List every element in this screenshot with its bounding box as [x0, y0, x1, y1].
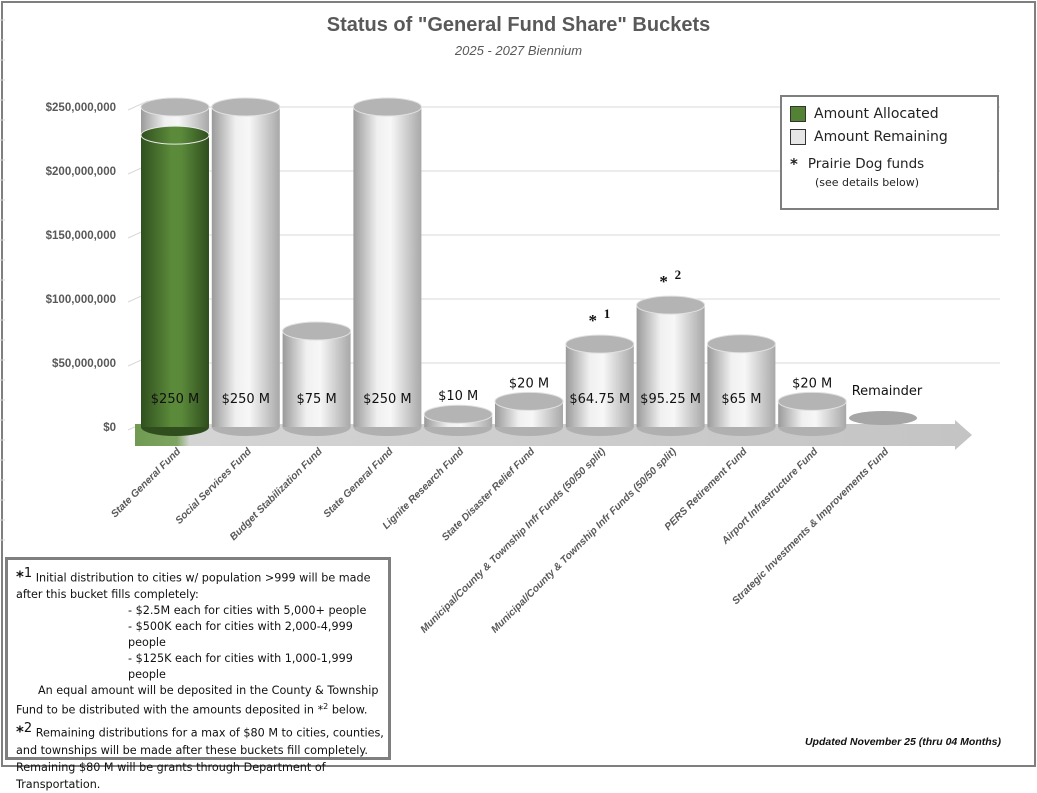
data-label: $65 M [721, 392, 761, 407]
asterisk-icon: * [16, 567, 24, 586]
data-label: Remainder [852, 384, 923, 399]
legend-item-allocated: Amount Allocated [790, 106, 939, 122]
y-tick-label: $100,000,000 [46, 294, 116, 306]
footnote-1-item: - $125K each for cities with 1,000-1,999… [128, 651, 353, 681]
bar-1 [140, 97, 210, 436]
prairie-dog-marker-number: 2 [675, 267, 682, 282]
chart-title: Status of "General Fund Share" Buckets [326, 14, 711, 36]
bar-remaining [211, 107, 280, 427]
data-label: $10 M [438, 389, 478, 404]
chart-subtitle: 2025 - 2027 Biennium [454, 43, 583, 58]
bar-top [423, 404, 493, 424]
footnote-2-sup: 2 [23, 721, 33, 737]
bar-top [352, 97, 422, 117]
bar-8 [636, 295, 706, 436]
bar-7 [565, 334, 635, 436]
legend-item-prairie: * Prairie Dog funds [790, 155, 924, 173]
bar-remaining [565, 344, 634, 427]
footnotes-box: *1 Initial distribution to cities w/ pop… [5, 557, 391, 791]
data-label: $20 M [509, 376, 549, 391]
x-category-label: Strategic Investments & Improvements Fun… [730, 446, 891, 607]
bar-3 [282, 321, 352, 436]
chart-plot: $0 $50,000,000 $100,000,000 $150,000,000 $20… [0, 19, 1000, 636]
bar-6 [494, 391, 564, 436]
footnote-2: *2 Remaining distributions for a max of … [16, 720, 388, 793]
bar-top [282, 321, 352, 341]
bar-10 [777, 391, 847, 436]
prairie-dog-marker: * [589, 311, 598, 330]
bar-9 [706, 334, 776, 436]
footnote-1: *1 Initial distribution to cities w/ pop… [16, 566, 388, 603]
legend-label-remaining: Amount Remaining [814, 129, 948, 145]
bar-top [565, 334, 635, 354]
data-label: $250 M [222, 392, 270, 407]
data-label: $75 M [297, 392, 337, 407]
footnote-1-text: Initial distribution to cities w/ popula… [16, 571, 371, 601]
bar-remaining [636, 305, 705, 427]
bar-allocated [141, 135, 209, 427]
footnote-ref-sup: 2 [323, 701, 329, 711]
footnote-1-tail-text: An equal amount will be deposited in the… [16, 683, 379, 717]
bar-remaining [282, 331, 351, 427]
x-category-label: Lignite Research Fund [381, 446, 467, 532]
asterisk-icon: * [317, 703, 324, 717]
bar-4 [352, 97, 422, 436]
bar-remaining [353, 107, 422, 427]
prairie-dog-marker-number: 1 [604, 306, 611, 321]
bar-top [140, 97, 210, 117]
y-tick-label: $250,000,000 [46, 102, 116, 114]
allocated-swatch [790, 106, 806, 122]
y-tick-label: $150,000,000 [46, 230, 116, 242]
data-label: $250 M [363, 392, 411, 407]
asterisk-icon: * [790, 155, 798, 173]
y-tick-label: $0 [103, 422, 116, 434]
prairie-dog-marker: * [659, 272, 668, 291]
data-label: $20 M [792, 376, 832, 391]
legend-item-remaining: Amount Remaining [790, 129, 948, 145]
bar-2 [211, 97, 281, 436]
legend-label-prairie: Prairie Dog funds [807, 156, 925, 172]
bar-5 [423, 404, 493, 436]
legend-prairie-sub: (see details below) [815, 176, 919, 189]
y-tick-label: $50,000,000 [52, 358, 116, 370]
bar-top [777, 391, 847, 411]
legend: Amount Allocated Amount Remaining * Prai… [780, 95, 999, 210]
bar-top [706, 334, 776, 354]
x-category-label: Social Services Fund [174, 446, 255, 527]
bar-empty-top [849, 411, 917, 425]
bar-top [494, 391, 564, 411]
x-category-label: PERS Retirement Fund [663, 446, 750, 533]
asterisk-icon: * [16, 723, 24, 742]
legend-label-allocated: Amount Allocated [814, 106, 939, 122]
footnote-1-tail: An equal amount will be deposited in the… [16, 683, 388, 719]
data-label: $250 M [151, 392, 199, 407]
x-category-label: State General Fund [322, 446, 396, 520]
bar-remaining [707, 343, 776, 427]
bar-top [636, 295, 706, 315]
data-label: $95.25 M [640, 392, 701, 407]
remaining-swatch [790, 129, 806, 145]
footnote-1-item: - $2.5M each for cities with 5,000+ peop… [128, 603, 367, 617]
bar-11 [849, 411, 917, 425]
data-label: $64.75 M [569, 392, 630, 407]
footnote-1-item: - $500K each for cities with 2,000-4,999… [128, 619, 353, 649]
footnote-1-tail-end: below. [331, 703, 368, 717]
updated-note: Updated November 25 (thru 04 Months) [804, 736, 1001, 748]
y-tick-label: $200,000,000 [46, 166, 116, 178]
x-category-label: State General Fund [109, 446, 183, 520]
bar-allocated-top [140, 125, 210, 145]
footnote-2-text: Remaining distributions for a max of $80… [16, 727, 384, 792]
footnote-1-sup: 1 [23, 566, 33, 581]
legend-prairie-sub-text: (see details below) [815, 176, 920, 189]
bar-top [211, 97, 281, 117]
